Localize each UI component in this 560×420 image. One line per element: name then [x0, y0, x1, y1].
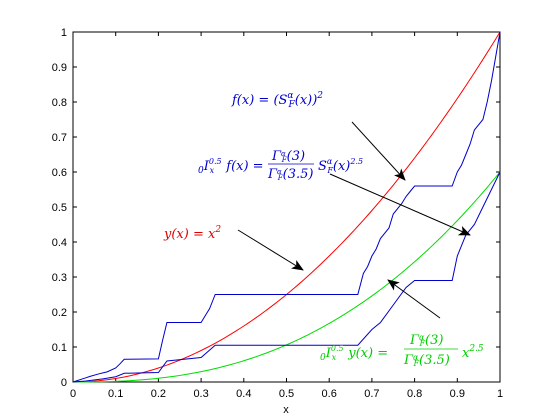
annotation-green: 0I0.5 x y(x) = Γα F(3) Γα F(3.5) x2.5: [320, 333, 484, 368]
svg-text:ΓαF(3): Γα F(3): [409, 333, 443, 348]
y-tick-label: 0.6: [52, 167, 67, 179]
arrow-y-label: [237, 229, 304, 271]
y-tick-label: 0.2: [52, 307, 67, 319]
x-tick-label: 0.8: [407, 388, 422, 400]
x-tick-label: 0.2: [151, 388, 166, 400]
y-tick-label: 0.8: [52, 97, 67, 109]
svg-text:ΓαF(3.5): Γα F(3.5): [267, 167, 313, 182]
arrow-integral-label: [329, 173, 471, 236]
svg-text:0I0.5x y(x) =: 0I0.5 x y(x) =: [320, 344, 388, 363]
annotation-f: f(x) = (Sα F(x))2: [231, 91, 323, 110]
svg-text:SαF(x)2.5: Sα F(x)2.5: [318, 157, 363, 175]
x-tick-label: 0.1: [108, 388, 123, 400]
y-tick-label: 0.1: [52, 342, 67, 354]
annotation-integral: 0I0.5 x f(x) =: [198, 157, 264, 176]
x-tick-label: 0.3: [193, 388, 208, 400]
arrow-green-label: [387, 279, 441, 319]
y-tick-label: 0: [61, 377, 67, 389]
y-tick-label: 0.5: [52, 202, 67, 214]
annotation-integral-fraction: Γα F(3) Γα F(3.5) Sα F(x)2.5: [267, 149, 363, 182]
svg-text:ΓαF(3.5): Γα F(3.5): [403, 353, 450, 368]
x-tick-label: 0.5: [279, 388, 294, 400]
arrow-f-label: [351, 121, 406, 181]
y-tick-label: 1: [61, 27, 67, 39]
x-tick-label: 0.9: [450, 388, 465, 400]
plot-area: [72, 31, 501, 383]
y-tick-label: 0.4: [52, 237, 67, 249]
ticks-group: 0 0.1 0.2 0.3 0.4 0.5 0.6 0.7 0.8 0.9 1 0 0.1 0.2 0.3 0…: [52, 27, 503, 400]
x-tick-label: 1: [497, 388, 503, 400]
svg-text:ΓαF(3): Γα F(3): [271, 149, 305, 164]
y-tick-label: 0.3: [52, 272, 67, 284]
x-tick-label: 0: [70, 388, 76, 400]
series-line-blue_upper: [72, 31, 501, 383]
x-tick-label: 0.7: [364, 388, 379, 400]
y-tick-label: 0.9: [52, 62, 67, 74]
x-tick-label: 0.4: [236, 388, 251, 400]
x-axis-label: x: [283, 404, 289, 416]
annotation-y: y(x) = x2: [163, 225, 221, 242]
x-tick-label: 0.6: [322, 388, 337, 400]
y-tick-label: 0.7: [52, 132, 67, 144]
